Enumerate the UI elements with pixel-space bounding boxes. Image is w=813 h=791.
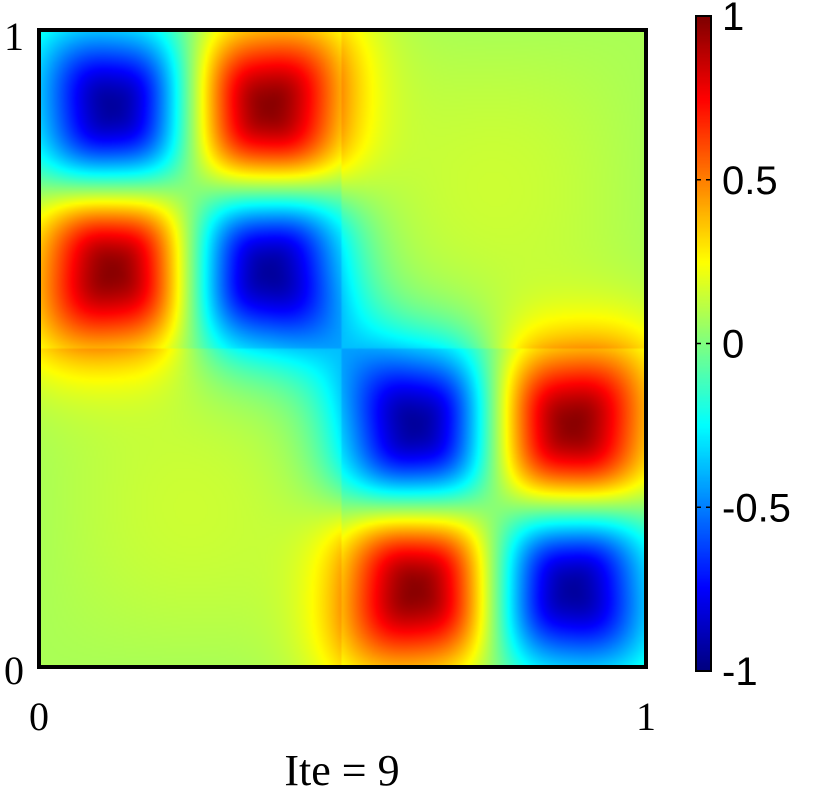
plot-frame — [37, 28, 648, 669]
x-axis-label: Ite = 9 — [284, 746, 399, 791]
colorbar-ticks: 1 0.5 0 -0.5 -1 — [696, 0, 791, 694]
colorbar-tick-label: 0 — [722, 323, 744, 367]
heatmap-raster — [39, 30, 646, 667]
colorbar-tick-label: 1 — [722, 0, 744, 39]
colorbar-tick-label: -1 — [722, 650, 758, 694]
x-tick-left: 0 — [29, 694, 49, 739]
x-tick-right: 1 — [636, 694, 656, 739]
colorbar-tick-label: 0.5 — [722, 159, 778, 203]
colorbar-tick-label: -0.5 — [722, 486, 791, 530]
y-tick-top: 1 — [4, 14, 24, 59]
y-tick-bottom: 0 — [4, 648, 24, 693]
